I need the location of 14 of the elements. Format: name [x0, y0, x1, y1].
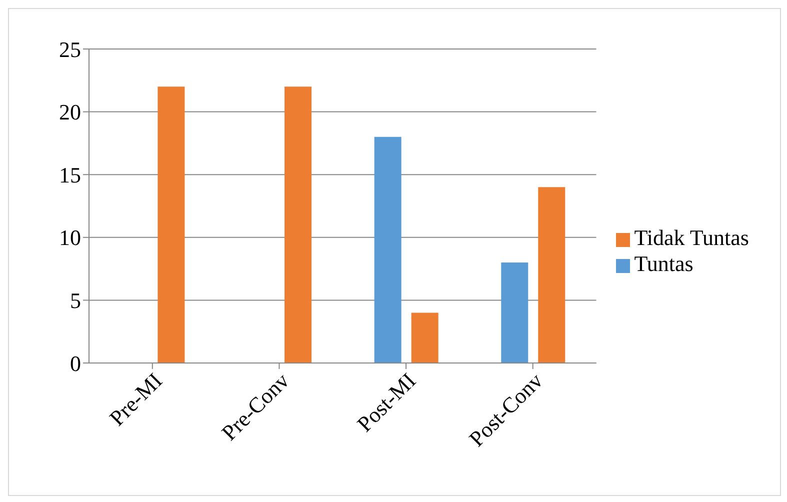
bar [284, 86, 312, 363]
y-tick-label: 15 [59, 162, 81, 188]
legend-label: Tidak Tuntas [634, 225, 749, 250]
bar [374, 136, 402, 363]
y-tick-label: 20 [59, 100, 81, 125]
y-tick-label: 10 [59, 225, 81, 250]
y-tick-label: 0 [70, 350, 81, 376]
legend-label: Tuntas [634, 251, 694, 276]
bar [158, 86, 185, 363]
bar [411, 312, 438, 363]
bar [501, 262, 528, 363]
y-tick-label: 25 [59, 36, 81, 62]
bar [538, 187, 566, 363]
y-tick-label: 5 [70, 288, 81, 314]
